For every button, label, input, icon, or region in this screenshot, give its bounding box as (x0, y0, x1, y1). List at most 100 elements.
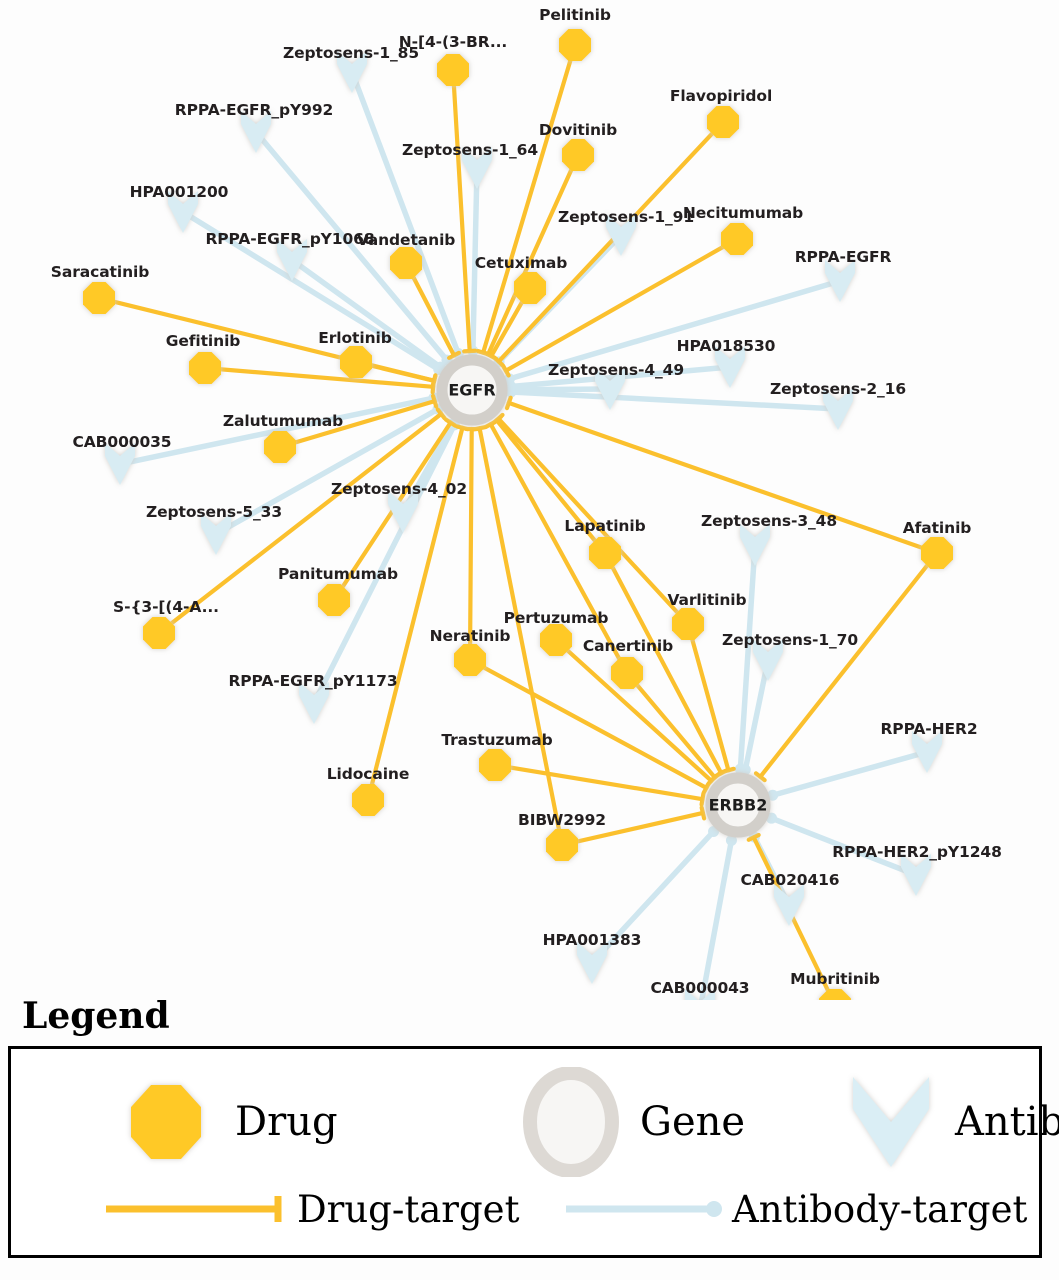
antibody-icon (853, 1077, 929, 1167)
edge-pertuzumab-ERBB2 (553, 637, 714, 783)
antibody-node-zep4_49[interactable] (595, 368, 625, 410)
antibody-node-hpa018530[interactable] (715, 346, 745, 388)
network-graph: Zeptosens-1_85 RPPA-EGFR_pY992 Zeptosens-1… (51, 6, 1002, 1000)
edge-lidocaine-EGFR (365, 425, 465, 803)
antibody-node-rppaegfr[interactable] (825, 260, 855, 302)
gene-nodes (436, 354, 771, 838)
drug-node-s3a[interactable] (143, 617, 175, 649)
legend-item-drug: Drug (111, 1067, 338, 1177)
antibody-node-cab000035[interactable] (105, 443, 135, 485)
antibody-nodes (105, 51, 942, 1000)
antibody-node-cab000043[interactable] (685, 989, 715, 1000)
gene-icon (523, 1067, 619, 1177)
edge-vandetanib-EGFR (403, 260, 457, 358)
edge-endcap-rppaher2-ERBB2 (767, 789, 779, 801)
antibody-node-rppa1068[interactable] (277, 239, 307, 281)
antibody-node-zep1_91[interactable] (606, 214, 636, 256)
antibody-node-rppa1173[interactable] (299, 682, 329, 724)
drug-edges (96, 42, 940, 1000)
drug-node-gefitinib[interactable] (189, 352, 221, 384)
edge-canertinib-EGFR (488, 422, 630, 676)
drug-node-panitumumab[interactable] (318, 584, 350, 616)
drug-node-saracatinib[interactable] (83, 282, 115, 314)
antibody-node-zep1_85[interactable] (337, 51, 367, 93)
drug-node-lapatinib[interactable] (589, 537, 621, 569)
legend-item-antibody-target: Antibody-target (566, 1189, 1027, 1229)
antibody-node-rppaher2[interactable] (912, 731, 942, 773)
antibody-node-zep3_48[interactable] (740, 524, 770, 566)
edge-zep4_49-EGFR (508, 386, 613, 393)
drug-node-pertuzumab[interactable] (540, 624, 572, 656)
antibody-node-hpa001383[interactable] (577, 942, 607, 984)
edge-neratinib-ERBB2 (467, 657, 709, 790)
legend-box: Drug Gene Antibody Dr (8, 1046, 1059, 1258)
drug-node-pelitinib[interactable] (559, 29, 591, 61)
antibody-node-zep1_70[interactable] (753, 639, 783, 681)
drug-node-mubritinib[interactable] (819, 989, 851, 1000)
drug-node-zalutumumab[interactable] (264, 431, 296, 463)
drug-node-canertinib[interactable] (611, 657, 643, 689)
edge-rppa1068-EGFR (289, 257, 444, 370)
drug-node-nbr[interactable] (437, 54, 469, 86)
edge-endcap-afatinib-ERBB2 (753, 771, 767, 783)
drug-node-varlitinib[interactable] (672, 608, 704, 640)
edge-endcap-zep1_70-ERBB2 (739, 764, 751, 776)
legend-label-antibody-target: Antibody-target (732, 1187, 1028, 1231)
antibody-node-rppaher2p[interactable] (901, 854, 931, 896)
legend-shape-row: Drug Gene Antibody (11, 1067, 1059, 1177)
edge-endcap-bibw2992-ERBB2 (699, 805, 707, 821)
edge-endcap-erlotinib-EGFR (430, 373, 438, 389)
edge-afatinib-ERBB2 (758, 550, 940, 779)
edge-zep1_64-EGFR (470, 165, 480, 354)
gene-label-EGFR: EGFR (448, 380, 496, 400)
antibody-node-cab020416[interactable] (774, 884, 804, 926)
drug-node-flavopiridol[interactable] (707, 106, 739, 138)
antibody-target-edge-icon (566, 1201, 722, 1217)
edge-pelitinib-EGFR (481, 42, 578, 355)
drug-node-erlotinib[interactable] (340, 346, 372, 378)
antibody-node-zep5_33[interactable] (201, 513, 231, 555)
edge-rppa992-EGFR (253, 129, 450, 363)
drug-node-necitumumab[interactable] (721, 223, 753, 255)
edge-endcap-cetuximab-EGFR (484, 351, 499, 361)
drug-icon (131, 1085, 201, 1159)
edge-trastuzumab-ERBB2 (492, 762, 705, 802)
drug-node-dovitinib[interactable] (562, 139, 594, 171)
drug-node-vandetanib[interactable] (390, 247, 422, 279)
antibody-node-zep2_16[interactable] (823, 388, 853, 430)
edge-endcap-s3a-EGFR (435, 407, 447, 421)
legend-edge-row: Drug-target Antibody-target (11, 1189, 1039, 1249)
antibody-node-zep4_02[interactable] (388, 491, 418, 533)
gene-node-ERBB2[interactable] (705, 772, 771, 838)
drug-node-cetuximab[interactable] (514, 272, 546, 304)
legend-label-gene: Gene (640, 1099, 746, 1145)
edge-endcap-bibw2992-EGFR (472, 425, 488, 432)
edge-rppaher2p-ERBB2 (768, 815, 919, 878)
gene-node-EGFR[interactable] (436, 354, 508, 426)
edge-endcap-afatinib-EGFR (504, 395, 513, 411)
edge-endcap-varlitinib-ERBB2 (721, 766, 736, 774)
edge-endcap-canertinib-EGFR (483, 419, 498, 429)
drug-node-bibw2992[interactable] (546, 829, 578, 861)
edge-rppa1173-EGFR (311, 422, 458, 706)
edge-neratinib-EGFR (467, 426, 474, 663)
antibody-node-rppa992[interactable] (241, 111, 271, 153)
antibody-node-hpa001200[interactable] (168, 191, 198, 233)
drug-node-lidocaine[interactable] (352, 784, 384, 816)
edge-dovitinib-EGFR (485, 152, 581, 357)
edge-canertinib-ERBB2 (624, 670, 717, 780)
edge-endcap-cab000043-ERBB2 (725, 834, 737, 846)
antibody-node-zep1_64[interactable] (462, 147, 492, 189)
drug-node-neratinib[interactable] (454, 644, 486, 676)
edge-endcap-necitumumab-EGFR (501, 363, 511, 378)
edge-hpa001200-EGFR (180, 209, 442, 373)
edge-zep5_33-EGFR (213, 406, 441, 537)
drug-node-afatinib[interactable] (921, 537, 953, 569)
legend-label-antibody: Antibody (955, 1099, 1059, 1145)
edge-rppaher2-ERBB2 (769, 749, 930, 799)
edge-varlitinib-ERBB2 (685, 621, 731, 773)
drug-node-trastuzumab[interactable] (479, 749, 511, 781)
edge-gefitinib-EGFR (202, 365, 436, 389)
edge-endcap-trastuzumab-ERBB2 (699, 791, 706, 807)
legend-item-gene: Gene (516, 1067, 745, 1177)
